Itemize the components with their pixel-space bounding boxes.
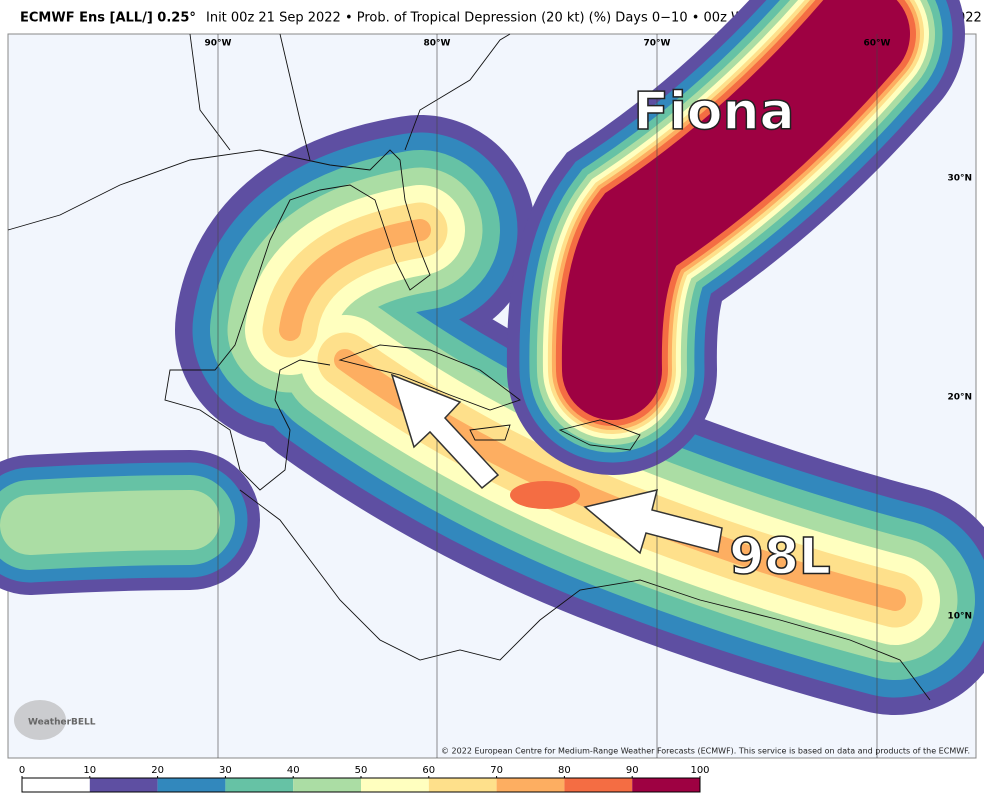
colorbar-segment (89, 778, 158, 792)
colorbar-tick-label: 80 (558, 765, 571, 776)
colorbar-tick-label: 60 (422, 765, 435, 776)
longitude-label: 80°W (424, 39, 451, 49)
plume (0, 490, 220, 555)
storm-label: Fiona (633, 82, 794, 142)
colorbar: 0 10 20 30 40 50 60 70 80 90 100 (19, 765, 710, 793)
plume-core (510, 481, 580, 509)
arrow (583, 488, 723, 555)
logo: WeatherBELL (28, 718, 96, 728)
colorbar-segment (225, 778, 294, 792)
colorbar-segment (564, 778, 633, 792)
colorbar-tick-label: 70 (490, 765, 503, 776)
longitude-label: 60°W (864, 39, 891, 49)
colorbar-tick-label: 40 (287, 765, 300, 776)
colorbar-tick-label: 90 (626, 765, 639, 776)
colorbar-tick-label: 20 (151, 765, 164, 776)
colorbar-segment (157, 778, 226, 792)
colorbar-tick-label: 100 (690, 765, 709, 776)
colorbar-tick-label: 0 (19, 765, 25, 776)
credit: © 2022 European Centre for Medium-Range … (441, 747, 970, 756)
latitude-label: 10°N (947, 612, 972, 622)
logo-icon (14, 700, 66, 740)
arrow (390, 373, 500, 490)
colorbar-segment (22, 778, 90, 792)
plume (279, 219, 431, 341)
storm-label: 98L (729, 528, 830, 586)
plume (561, 0, 910, 420)
graticule (217, 34, 878, 758)
model-title: ECMWF Ens [ALL/] 0.25° (20, 11, 196, 26)
colorbar-segment (496, 778, 565, 792)
colorbar-tick-label: 10 (83, 765, 96, 776)
latitude-label: 20°N (947, 393, 972, 403)
colorbar-segment (632, 778, 700, 792)
longitude-label: 90°W (205, 39, 232, 49)
coastlines (7, 33, 931, 701)
latitude-label: 30°N (947, 174, 972, 184)
colorbar-segment (428, 778, 497, 792)
colorbar-tick-label: 30 (219, 765, 232, 776)
colorbar-segment (293, 778, 361, 792)
colorbar-tick-label: 50 (355, 765, 368, 776)
longitude-label: 70°W (644, 39, 671, 49)
colorbar-segment (361, 778, 429, 792)
